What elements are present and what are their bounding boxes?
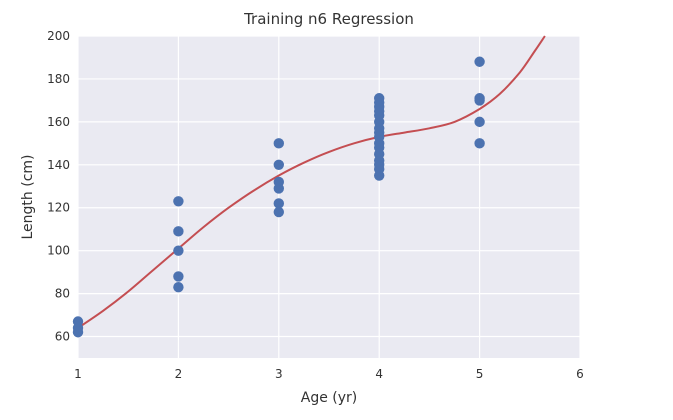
x-tick-label: 3 <box>275 367 283 381</box>
data-point <box>273 176 284 188</box>
chart-title: Training n6 Regression <box>243 10 414 28</box>
data-point <box>474 116 485 128</box>
y-tick-label: 120 <box>47 201 70 215</box>
y-tick-label: 140 <box>47 158 70 172</box>
data-point <box>273 206 284 218</box>
y-axis-label: Length (cm) <box>20 155 36 240</box>
y-tick-label: 200 <box>47 29 70 43</box>
x-tick-labels: 1 2 3 4 5 6 <box>74 367 584 381</box>
y-tick-label: 80 <box>55 287 70 301</box>
data-point <box>474 56 485 67</box>
x-tick-label: 5 <box>476 367 484 381</box>
grid-lines <box>77 35 581 358</box>
x-tick-label: 6 <box>576 367 584 381</box>
plot-area <box>78 36 580 358</box>
data-point <box>173 281 184 293</box>
y-tick-label: 60 <box>55 330 70 344</box>
y-tick-label: 160 <box>47 115 70 129</box>
data-point <box>273 138 284 149</box>
data-point <box>72 316 84 327</box>
data-point <box>474 138 485 149</box>
data-point <box>173 245 184 256</box>
data-point <box>173 226 184 237</box>
regression-curve-layer <box>77 35 546 329</box>
data-points <box>72 56 485 338</box>
data-point <box>273 198 284 209</box>
data-point <box>474 93 485 104</box>
x-tick-label: 4 <box>375 367 383 381</box>
y-tick-label: 180 <box>47 72 70 86</box>
y-tick-labels: 60 80 100 120 140 160 180 200 <box>47 29 70 344</box>
y-tick-label: 100 <box>47 244 70 258</box>
data-point <box>173 271 184 282</box>
x-tick-label: 1 <box>74 367 82 381</box>
data-point <box>173 196 184 207</box>
regression-curve <box>77 35 546 329</box>
data-point <box>273 159 284 170</box>
x-axis-label: Age (yr) <box>301 390 358 406</box>
data-point <box>374 93 385 104</box>
x-tick-label: 2 <box>175 367 183 381</box>
